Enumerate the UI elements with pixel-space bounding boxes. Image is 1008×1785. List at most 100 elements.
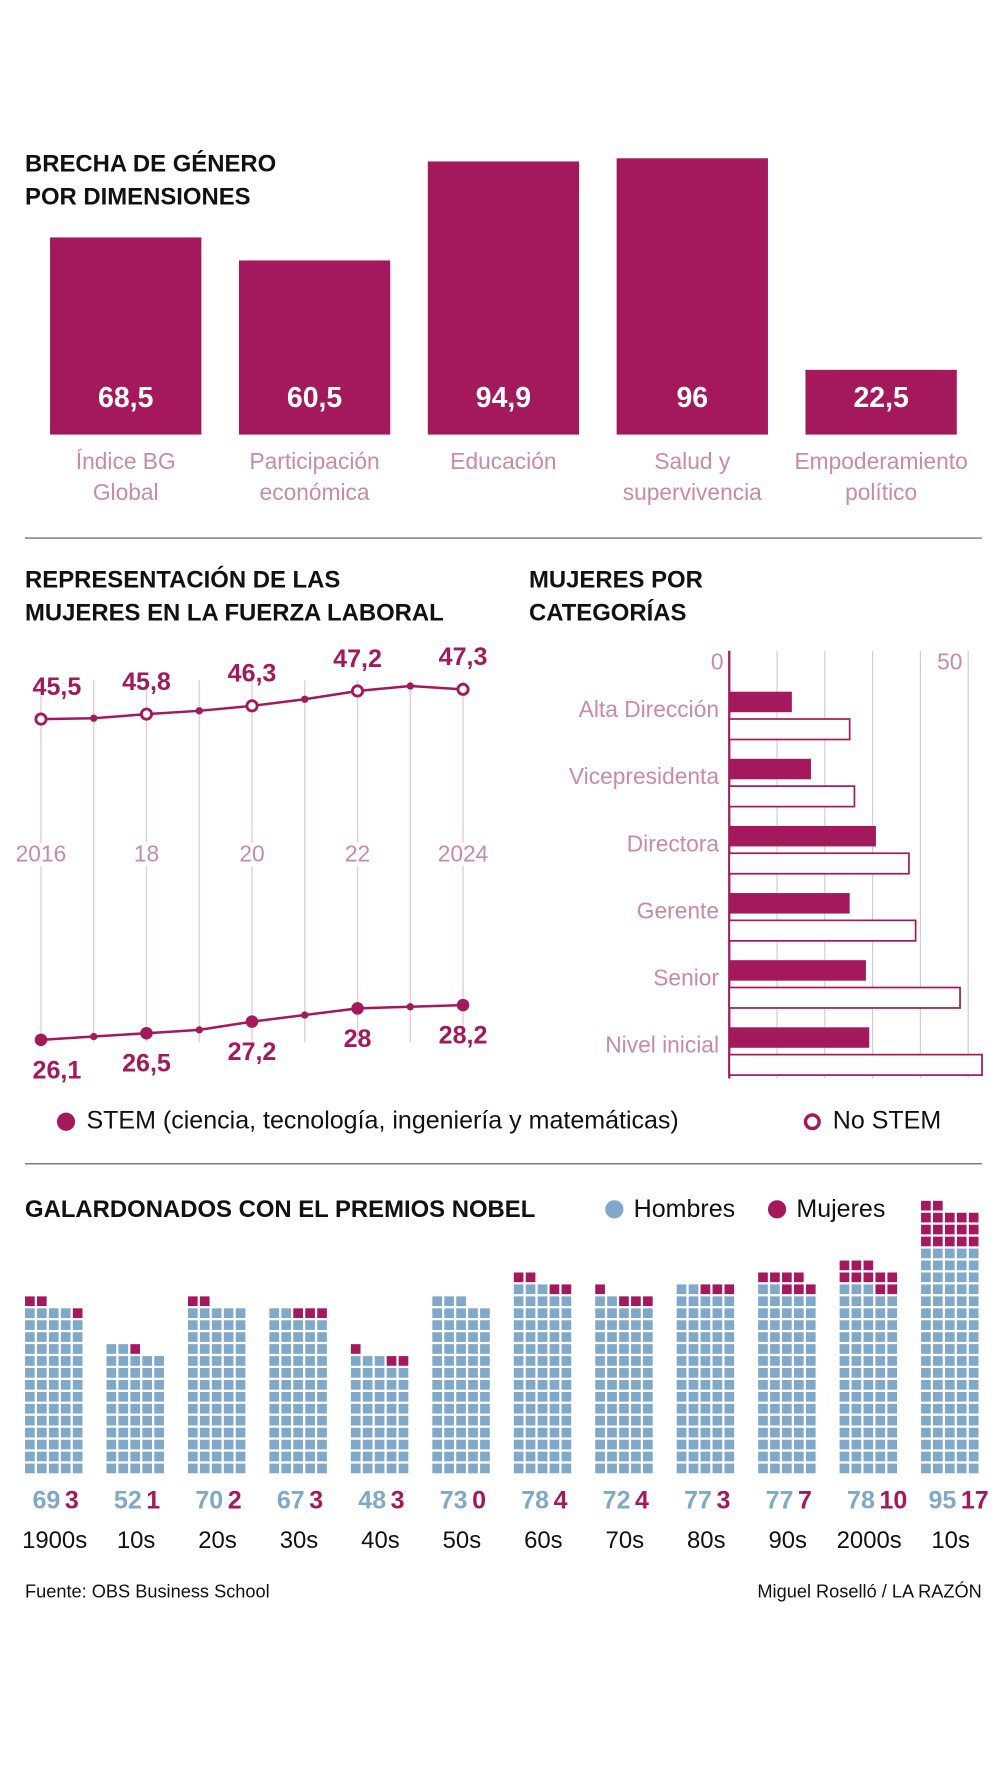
- waffle-cell: [839, 1308, 850, 1318]
- category-label: 50s: [443, 1527, 482, 1554]
- waffle-cell: [36, 1332, 47, 1342]
- waffle-cell: [631, 1451, 641, 1462]
- waffle-cell: [480, 1391, 490, 1402]
- waffle-cell: [480, 1427, 490, 1438]
- category-label: Global: [93, 479, 159, 505]
- waffle-cell: [851, 1415, 862, 1426]
- waffle-cell: [386, 1403, 397, 1414]
- waffle-cell: [956, 1260, 967, 1271]
- waffle-cell: [398, 1427, 409, 1438]
- waffle-cell: [513, 1356, 524, 1366]
- waffle-cell: [643, 1427, 653, 1438]
- waffle-cell: [921, 1368, 931, 1378]
- data-label: 27,2: [228, 1038, 277, 1066]
- waffle-cell: [154, 1379, 164, 1390]
- waffle-cell: [782, 1344, 792, 1354]
- waffle-cell: [793, 1379, 804, 1390]
- waffle-cell: [921, 1415, 931, 1426]
- waffle-cell: [595, 1296, 605, 1307]
- waffle-cell: [223, 1344, 234, 1354]
- waffle-cell: [468, 1427, 478, 1438]
- waffle-cell: [595, 1439, 605, 1450]
- waffle-cell: [561, 1391, 572, 1402]
- waffle-cell: [48, 1427, 59, 1438]
- waffle-cell: [142, 1356, 153, 1366]
- waffle-cell: [25, 1296, 35, 1307]
- waffle-cell: [130, 1463, 141, 1474]
- waffle-cell: [513, 1463, 524, 1474]
- chart-title: GALARDONADOS CON EL PREMIOS NOBEL: [25, 1196, 535, 1223]
- waffle-cell: [839, 1260, 850, 1271]
- waffle-cell: [513, 1320, 524, 1330]
- data-label: 60,5: [287, 382, 343, 414]
- waffle-cell: [480, 1344, 490, 1354]
- waffle-group: [350, 1356, 409, 1474]
- waffle-cell: [688, 1344, 699, 1354]
- waffle-cell: [72, 1403, 83, 1414]
- waffle-cell: [643, 1308, 653, 1318]
- waffle-cell: [25, 1415, 35, 1426]
- waffle-cell: [700, 1308, 711, 1318]
- waffle-cell: [607, 1463, 617, 1474]
- waffle-cell: [199, 1368, 210, 1378]
- waffle-cell: [770, 1415, 780, 1426]
- waffle-cell: [549, 1308, 560, 1318]
- data-label: 95: [929, 1486, 957, 1514]
- waffle-cell: [631, 1344, 641, 1354]
- waffle-cell: [235, 1379, 246, 1390]
- waffle-cell: [25, 1451, 35, 1462]
- waffle-cell: [968, 1320, 979, 1330]
- waffle-cell: [770, 1391, 780, 1402]
- waffle-cell: [968, 1451, 979, 1462]
- waffle-cell: [712, 1332, 723, 1342]
- waffle-cell: [269, 1332, 280, 1342]
- waffle-cell: [839, 1320, 850, 1330]
- waffle-cell: [921, 1272, 931, 1283]
- waffle-cell: [293, 1415, 303, 1426]
- waffle-cell: [525, 1403, 536, 1414]
- legend-marker: [803, 1113, 821, 1131]
- waffle-cell: [480, 1332, 490, 1342]
- waffle-cell: [561, 1332, 572, 1342]
- waffle-cell: [444, 1391, 454, 1402]
- waffle-cell: [561, 1368, 572, 1378]
- waffle-cell: [154, 1391, 164, 1402]
- waffle-cell: [595, 1344, 605, 1354]
- waffle-cell: [968, 1296, 979, 1307]
- waffle-cell: [269, 1463, 280, 1474]
- waffle-group: [921, 1248, 979, 1474]
- waffle-cell: [944, 1403, 955, 1414]
- waffle-cell: [770, 1463, 780, 1474]
- waffle-cell: [595, 1391, 605, 1402]
- waffle-cell: [223, 1356, 234, 1366]
- waffle-cell: [118, 1356, 129, 1366]
- waffle-cell: [933, 1284, 943, 1295]
- waffle-cell: [350, 1415, 361, 1426]
- waffle-cell: [235, 1427, 246, 1438]
- waffle-cell: [130, 1356, 141, 1366]
- waffle-cell: [968, 1260, 979, 1271]
- waffle-cell: [595, 1284, 605, 1295]
- waffle-cell: [223, 1403, 234, 1414]
- waffle-cell: [688, 1415, 699, 1426]
- waffle-cell: [921, 1236, 931, 1247]
- data-label: 96: [676, 382, 708, 414]
- bar: [728, 919, 917, 942]
- waffle-cell: [933, 1200, 943, 1211]
- waffle-cell: [863, 1379, 874, 1390]
- data-label: 67: [277, 1486, 305, 1514]
- waffle-cell: [444, 1344, 454, 1354]
- waffle-cell: [631, 1379, 641, 1390]
- waffle-cell: [223, 1320, 234, 1330]
- waffle-cell: [432, 1308, 442, 1318]
- waffle-cell: [293, 1368, 303, 1378]
- waffle-cell: [944, 1356, 955, 1366]
- waffle-cell: [305, 1320, 315, 1330]
- waffle-cell: [887, 1439, 898, 1450]
- waffle-cell: [793, 1415, 804, 1426]
- waffle-cell: [432, 1344, 442, 1354]
- waffle-cell: [968, 1272, 979, 1283]
- waffle-cell: [386, 1356, 397, 1366]
- waffle-cell: [933, 1368, 943, 1378]
